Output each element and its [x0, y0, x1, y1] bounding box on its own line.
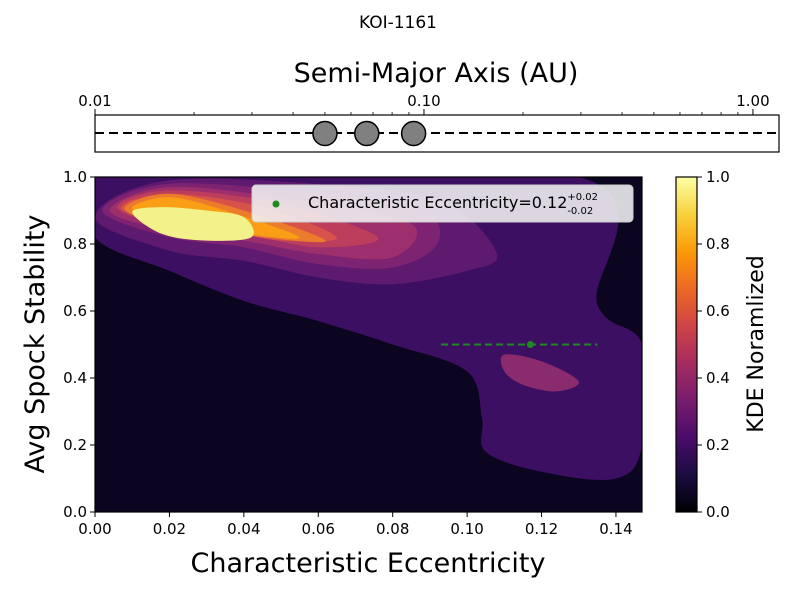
x-tick-label: 0.14 [599, 520, 632, 538]
planet-markers [312, 120, 427, 147]
kde-frame [94, 176, 643, 513]
y-tick-label: 0.2 [63, 436, 87, 454]
x-tick-label: 0.08 [376, 520, 409, 538]
y-tick-label: 0.8 [63, 235, 87, 253]
x-tick-label: 0.04 [227, 520, 260, 538]
planet-marker [354, 120, 380, 147]
colorbar-tick-label: 0.0 [706, 503, 730, 521]
kde-panel: 0.00 0.02 0.04 0.06 0.08 0.10 0.12 0.14 0.00.20… [20, 168, 643, 579]
legend-box [251, 184, 634, 223]
top-tick-label: 0.01 [78, 92, 111, 110]
top-axis-label: Semi-Major Axis (AU) [294, 58, 579, 89]
colorbar-ticks: 0.0 0.2 0.4 0.6 0.8 1.0 [697, 168, 730, 521]
x-tick-label: 0.00 [78, 520, 111, 538]
top-tick-label: 1.00 [736, 92, 769, 110]
y-axis-label: Avg Spock Stability [20, 215, 51, 474]
y-tick-label: 0.0 [63, 503, 87, 521]
x-axis-ticks: 0.00 0.02 0.04 0.06 0.08 0.10 0.12 0.14 [78, 512, 633, 538]
y-tick-label: 0.4 [63, 369, 87, 387]
planet-marker [312, 120, 338, 147]
top-axis-ticks: 0.01 0.10 1.00 [78, 92, 770, 115]
x-tick-label: 0.10 [450, 520, 483, 538]
legend-marker [272, 200, 280, 208]
legend-label: Characteristic Eccentricity=0.12+0.02 -0.… [308, 192, 598, 217]
x-tick-label: 0.06 [302, 520, 335, 538]
colorbar-tick-label: 0.6 [706, 302, 730, 320]
colorbar-fill [675, 176, 698, 513]
kde-contour-level [500, 354, 579, 392]
colorbar-tick-label: 0.2 [706, 436, 730, 454]
y-tick-label: 1.0 [63, 168, 87, 186]
colorbar: 0.0 0.2 0.4 0.6 0.8 1.0 KDE Noramlized [675, 168, 769, 521]
kde-contour-level [132, 207, 254, 241]
y-axis-ticks: 0.0 0.2 0.4 0.6 0.8 1.0 [63, 168, 95, 521]
colorbar-label: KDE Noramlized [744, 255, 769, 432]
characteristic-errorbar [441, 341, 598, 348]
x-tick-label: 0.12 [525, 520, 558, 538]
chart-title: KOI-1161 [359, 13, 437, 33]
y-tick-label: 0.6 [63, 302, 87, 320]
x-tick-label: 0.02 [153, 520, 186, 538]
colorbar-tick-label: 0.8 [706, 235, 730, 253]
colorbar-tick-label: 1.0 [706, 168, 730, 186]
legend: Characteristic Eccentricity=0.12+0.02 -0.… [251, 184, 634, 223]
x-axis-label: Characteristic Eccentricity [191, 548, 546, 579]
colorbar-tick-label: 0.4 [706, 369, 730, 387]
semi-major-axis-panel: Semi-Major Axis (AU) 0.01 0.10 1.00 [78, 58, 780, 153]
top-tick-label: 0.10 [407, 92, 440, 110]
characteristic-point [526, 341, 534, 348]
planet-marker [400, 120, 427, 147]
